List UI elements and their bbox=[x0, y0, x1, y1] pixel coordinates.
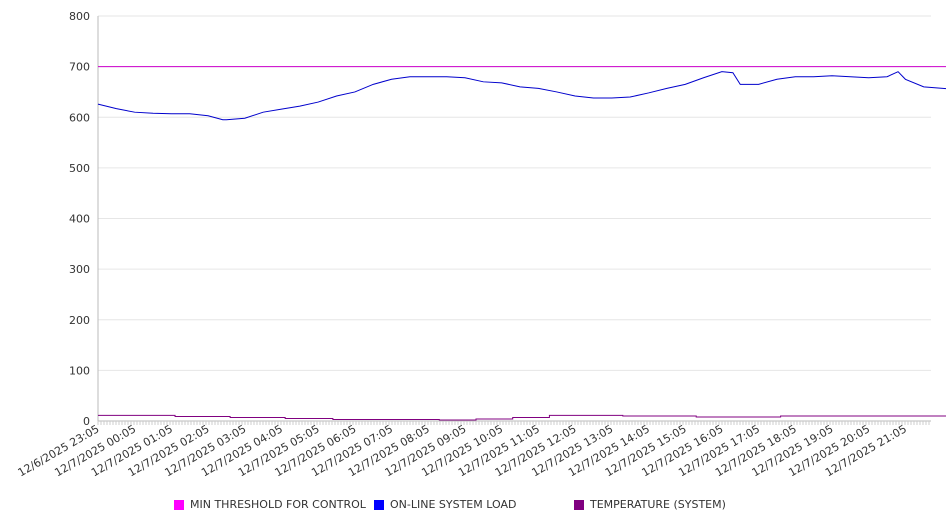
y-tick-label: 200 bbox=[69, 314, 90, 327]
y-tick-label: 500 bbox=[69, 162, 90, 175]
y-tick-label: 0 bbox=[83, 415, 90, 428]
y-tick-label: 800 bbox=[69, 10, 90, 23]
y-tick-label: 100 bbox=[69, 364, 90, 377]
legend-label: TEMPERATURE (SYSTEM) bbox=[590, 498, 726, 511]
y-tick-label: 300 bbox=[69, 263, 90, 276]
y-tick-label: 700 bbox=[69, 61, 90, 74]
legend-item-threshold[interactable]: MIN THRESHOLD FOR CONTROL bbox=[174, 498, 366, 511]
legend-label: ON-LINE SYSTEM LOAD bbox=[390, 498, 517, 511]
legend-label: MIN THRESHOLD FOR CONTROL bbox=[190, 498, 366, 511]
y-tick-label: 400 bbox=[69, 213, 90, 226]
legend-swatch bbox=[574, 499, 584, 510]
series-line-2 bbox=[98, 414, 946, 421]
y-tick-label: 600 bbox=[69, 111, 90, 124]
series-line-1 bbox=[97, 71, 946, 121]
legend-item-load[interactable]: ON-LINE SYSTEM LOAD bbox=[374, 498, 516, 511]
legend-swatch bbox=[174, 499, 184, 510]
legend-item-temperature[interactable]: TEMPERATURE (SYSTEM) bbox=[574, 498, 726, 511]
legend-swatch bbox=[374, 499, 384, 510]
